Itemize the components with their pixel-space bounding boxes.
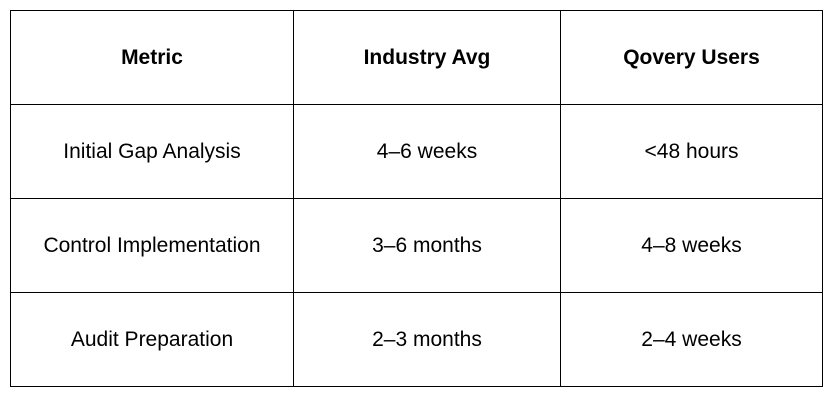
table-cell: 2–4 weeks xyxy=(560,292,823,387)
table-row: Initial Gap Analysis 4–6 weeks <48 hours xyxy=(10,104,823,199)
table-cell: Control Implementation xyxy=(10,198,294,293)
table-cell: Audit Preparation xyxy=(10,292,294,387)
table-row: Control Implementation 3–6 months 4–8 week… xyxy=(10,198,823,293)
table-cell: 4–8 weeks xyxy=(560,198,823,293)
header-cell: Metric xyxy=(10,10,294,105)
comparison-table: Metric Industry Avg Qovery Users Initial G… xyxy=(10,10,823,387)
table-body: Initial Gap Analysis 4–6 weeks <48 hours Co… xyxy=(10,104,823,387)
table-row: Audit Preparation 2–3 months 2–4 weeks xyxy=(10,292,823,387)
header-row: Metric Industry Avg Qovery Users xyxy=(10,10,823,105)
table-cell: 2–3 months xyxy=(293,292,561,387)
table-cell: <48 hours xyxy=(560,104,823,199)
table-cell: 4–6 weeks xyxy=(293,104,561,199)
table-cell: Initial Gap Analysis xyxy=(10,104,294,199)
header-cell: Qovery Users xyxy=(560,10,823,105)
header-cell: Industry Avg xyxy=(293,10,561,105)
table-cell: 3–6 months xyxy=(293,198,561,293)
